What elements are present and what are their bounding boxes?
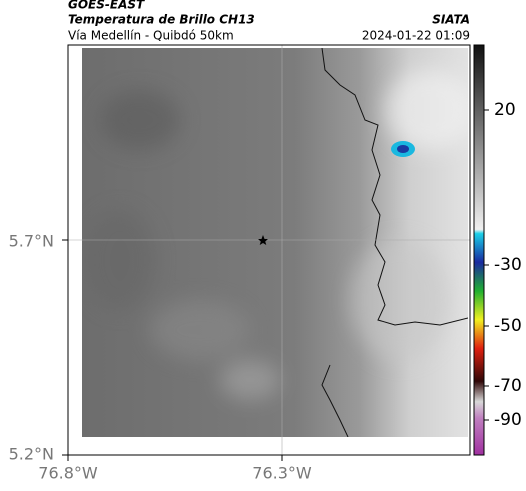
map-frame [67,44,471,456]
lon-label: 76.3°W [252,464,312,483]
colorbar-label: -90 [494,410,522,430]
colorbar-label: 20 [494,100,516,120]
location-marker [258,235,268,245]
title: Temperatura de Brillo CH13 [68,13,255,27]
lon-label: 76.8°W [38,464,98,483]
colorbar-label: -70 [494,376,522,396]
source: GOES-EAST [68,0,145,12]
colorbar-ticks: 20 -30 -50 -70 -90 [484,100,522,430]
satellite-image [82,48,468,437]
subtitle: Vía Medellín - Quibdó 50km [68,29,234,43]
colorbar-label: -50 [494,316,522,336]
lat-label: 5.2°N [9,445,54,464]
org: SIATA [432,13,470,27]
lat-label: 5.7°N [9,232,54,251]
datetime: 2024-01-22 01:09 [362,29,470,43]
colorbar [473,44,485,456]
colorbar-label: -30 [494,255,522,275]
